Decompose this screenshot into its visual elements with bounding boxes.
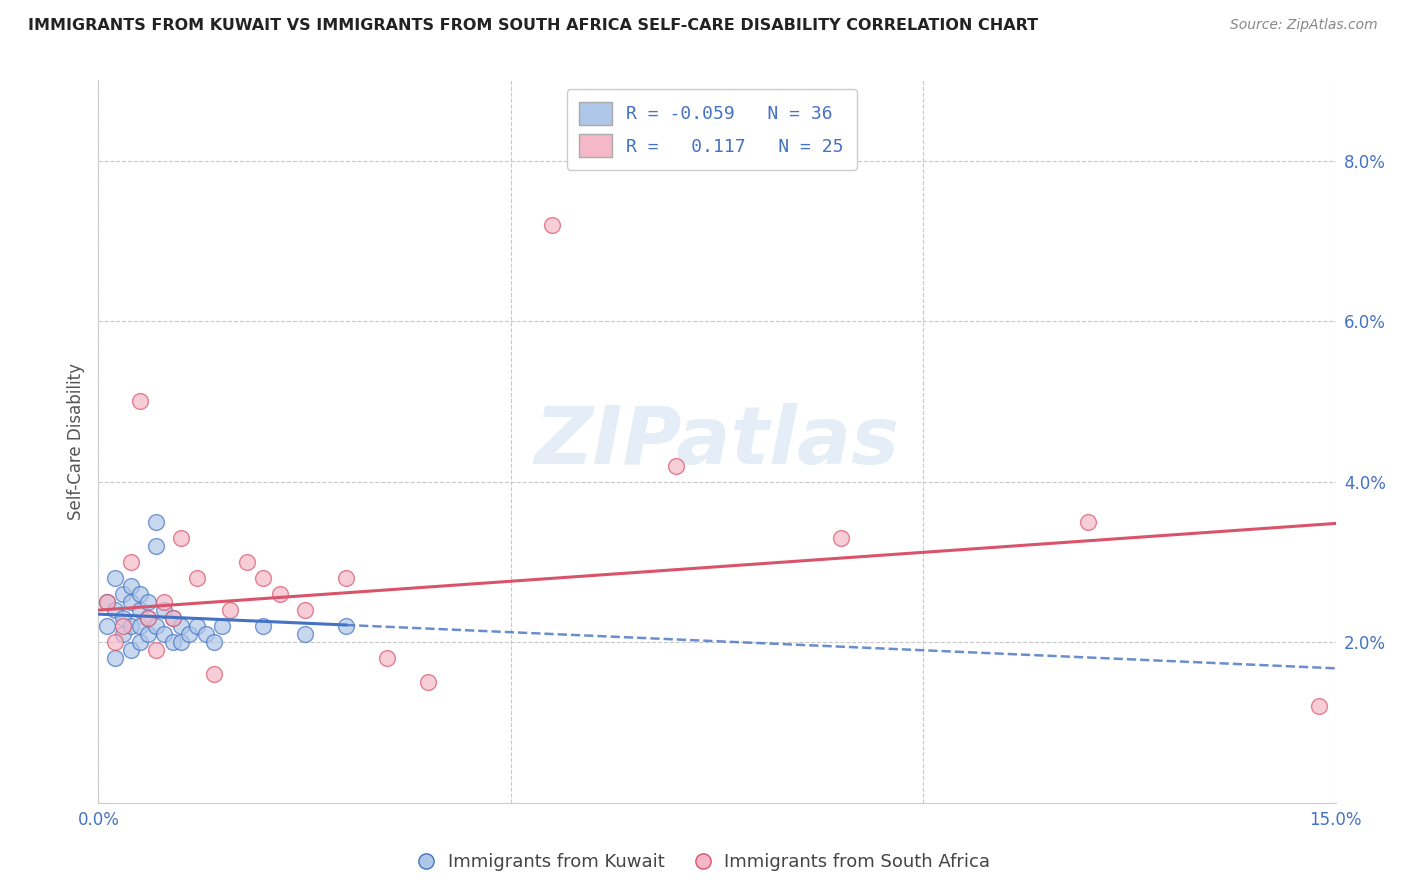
Point bbox=[236, 555, 259, 569]
Point bbox=[120, 643, 142, 657]
Point bbox=[112, 587, 135, 601]
Text: IMMIGRANTS FROM KUWAIT VS IMMIGRANTS FROM SOUTH AFRICA SELF-CARE DISABILITY CORR: IMMIGRANTS FROM KUWAIT VS IMMIGRANTS FRO… bbox=[28, 18, 1038, 33]
Point bbox=[120, 555, 142, 569]
Point bbox=[145, 643, 167, 657]
Point bbox=[830, 531, 852, 545]
Point bbox=[1077, 515, 1099, 529]
Point bbox=[186, 619, 208, 633]
Point bbox=[104, 571, 127, 585]
Point bbox=[219, 603, 242, 617]
Point bbox=[145, 539, 167, 553]
Point bbox=[202, 667, 225, 681]
Point bbox=[186, 571, 208, 585]
Point bbox=[136, 611, 159, 625]
Legend: Immigrants from Kuwait, Immigrants from South Africa: Immigrants from Kuwait, Immigrants from … bbox=[408, 847, 998, 879]
Point bbox=[418, 675, 440, 690]
Point bbox=[665, 458, 688, 473]
Point bbox=[120, 619, 142, 633]
Point bbox=[153, 603, 176, 617]
Point bbox=[170, 635, 193, 649]
Point bbox=[136, 611, 159, 625]
Point bbox=[145, 515, 167, 529]
Point bbox=[153, 595, 176, 609]
Point bbox=[153, 627, 176, 641]
Point bbox=[145, 619, 167, 633]
Point bbox=[170, 619, 193, 633]
Point bbox=[170, 531, 193, 545]
Point bbox=[104, 603, 127, 617]
Y-axis label: Self-Care Disability: Self-Care Disability bbox=[66, 363, 84, 520]
Point bbox=[211, 619, 233, 633]
Point bbox=[112, 611, 135, 625]
Point bbox=[128, 587, 150, 601]
Point bbox=[162, 611, 184, 625]
Point bbox=[104, 635, 127, 649]
Point bbox=[112, 627, 135, 641]
Point bbox=[294, 627, 316, 641]
Point bbox=[194, 627, 217, 641]
Point bbox=[202, 635, 225, 649]
Point bbox=[128, 394, 150, 409]
Point bbox=[252, 619, 274, 633]
Point bbox=[120, 579, 142, 593]
Point bbox=[541, 218, 564, 232]
Point bbox=[96, 595, 118, 609]
Point bbox=[128, 603, 150, 617]
Point bbox=[335, 619, 357, 633]
Point bbox=[128, 619, 150, 633]
Point bbox=[120, 595, 142, 609]
Point bbox=[179, 627, 201, 641]
Point bbox=[1308, 699, 1330, 714]
Point bbox=[136, 595, 159, 609]
Point bbox=[136, 627, 159, 641]
Legend: R = -0.059   N = 36, R =   0.117   N = 25: R = -0.059 N = 36, R = 0.117 N = 25 bbox=[567, 89, 856, 170]
Text: Source: ZipAtlas.com: Source: ZipAtlas.com bbox=[1230, 18, 1378, 32]
Text: ZIPatlas: ZIPatlas bbox=[534, 402, 900, 481]
Point bbox=[162, 611, 184, 625]
Point bbox=[252, 571, 274, 585]
Point bbox=[335, 571, 357, 585]
Point bbox=[128, 635, 150, 649]
Point bbox=[162, 635, 184, 649]
Point bbox=[269, 587, 291, 601]
Point bbox=[375, 651, 398, 665]
Point bbox=[96, 619, 118, 633]
Point bbox=[104, 651, 127, 665]
Point bbox=[96, 595, 118, 609]
Point bbox=[294, 603, 316, 617]
Point bbox=[112, 619, 135, 633]
